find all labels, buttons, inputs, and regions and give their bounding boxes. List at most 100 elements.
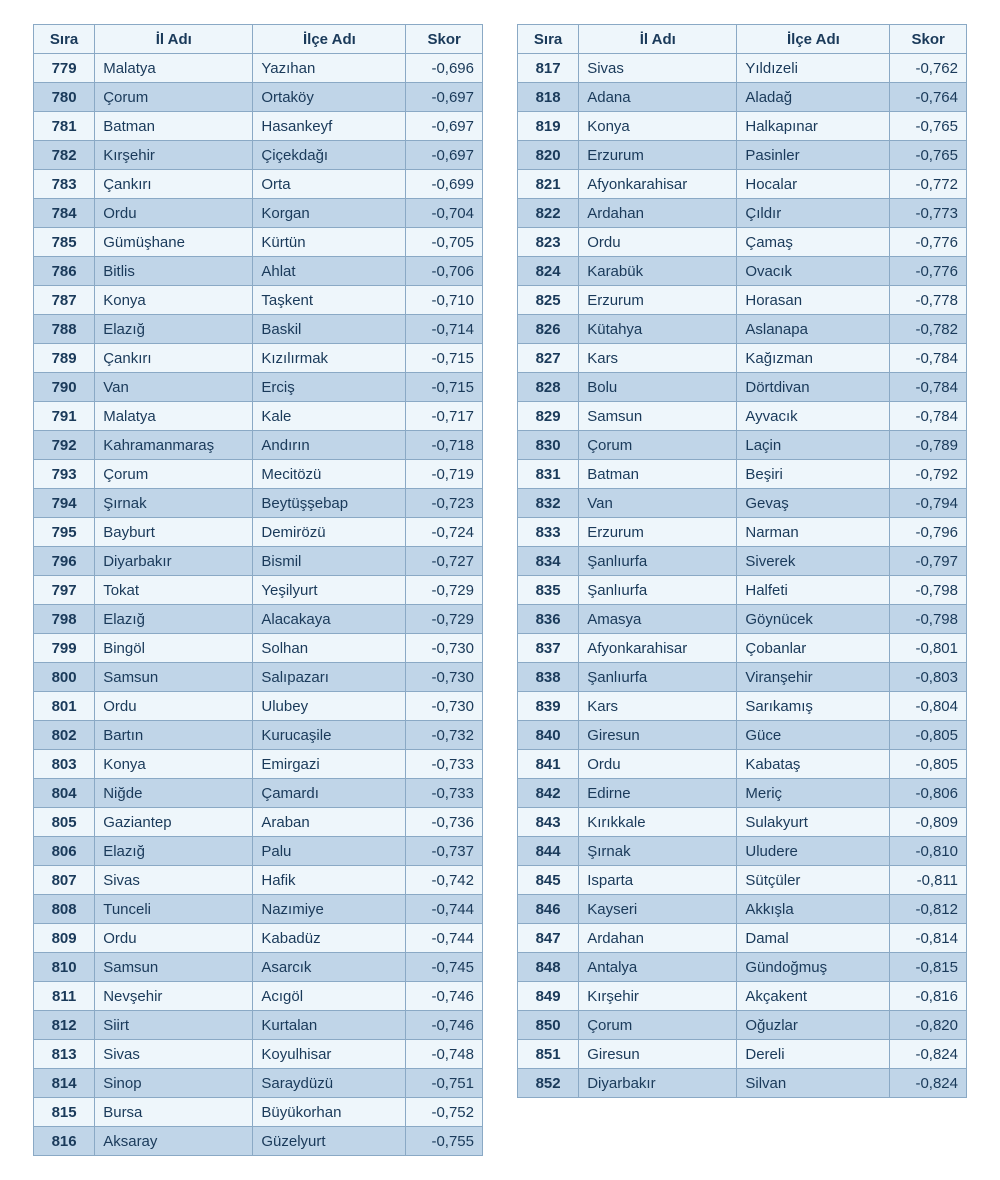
cell-sira: 784	[34, 199, 95, 228]
cell-skor: -0,746	[406, 1011, 483, 1040]
cell-skor: -0,816	[890, 982, 967, 1011]
cell-skor: -0,762	[890, 54, 967, 83]
right-table-head: Sıra İl Adı İlçe Adı Skor	[518, 25, 967, 54]
cell-sira: 795	[34, 518, 95, 547]
cell-skor: -0,765	[890, 141, 967, 170]
cell-skor: -0,804	[890, 692, 967, 721]
table-row: 796DiyarbakırBismil-0,727	[34, 547, 483, 576]
cell-il: Çorum	[95, 460, 253, 489]
cell-il: Samsun	[95, 953, 253, 982]
cell-il: Çankırı	[95, 170, 253, 199]
cell-skor: -0,746	[406, 982, 483, 1011]
cell-skor: -0,697	[406, 83, 483, 112]
cell-skor: -0,704	[406, 199, 483, 228]
cell-ilce: Çiçekdağı	[253, 141, 406, 170]
cell-il: Antalya	[579, 953, 737, 982]
cell-il: Konya	[95, 750, 253, 779]
cell-skor: -0,792	[890, 460, 967, 489]
cell-il: Sivas	[95, 866, 253, 895]
col-header-sira: Sıra	[518, 25, 579, 54]
cell-ilce: Çobanlar	[737, 634, 890, 663]
cell-skor: -0,782	[890, 315, 967, 344]
cell-skor: -0,784	[890, 373, 967, 402]
cell-ilce: Silvan	[737, 1069, 890, 1098]
table-row: 831BatmanBeşiri-0,792	[518, 460, 967, 489]
cell-il: Samsun	[579, 402, 737, 431]
cell-sira: 812	[34, 1011, 95, 1040]
cell-ilce: Oğuzlar	[737, 1011, 890, 1040]
cell-il: Gaziantep	[95, 808, 253, 837]
cell-sira: 827	[518, 344, 579, 373]
cell-il: Van	[579, 489, 737, 518]
cell-sira: 844	[518, 837, 579, 866]
cell-il: Kayseri	[579, 895, 737, 924]
cell-il: Şırnak	[579, 837, 737, 866]
cell-sira: 831	[518, 460, 579, 489]
cell-ilce: Çıldır	[737, 199, 890, 228]
cell-skor: -0,810	[890, 837, 967, 866]
cell-sira: 829	[518, 402, 579, 431]
cell-il: Gümüşhane	[95, 228, 253, 257]
cell-ilce: Kale	[253, 402, 406, 431]
cell-ilce: Demirözü	[253, 518, 406, 547]
cell-ilce: Orta	[253, 170, 406, 199]
cell-skor: -0,697	[406, 141, 483, 170]
cell-ilce: Damal	[737, 924, 890, 953]
table-row: 846KayseriAkkışla-0,812	[518, 895, 967, 924]
cell-skor: -0,755	[406, 1127, 483, 1156]
cell-skor: -0,784	[890, 344, 967, 373]
table-row: 811NevşehirAcıgöl-0,746	[34, 982, 483, 1011]
cell-ilce: Bismil	[253, 547, 406, 576]
cell-skor: -0,714	[406, 315, 483, 344]
cell-il: Şanlıurfa	[579, 663, 737, 692]
cell-skor: -0,748	[406, 1040, 483, 1069]
table-row: 840GiresunGüce-0,805	[518, 721, 967, 750]
table-row: 809OrduKabadüz-0,744	[34, 924, 483, 953]
cell-skor: -0,723	[406, 489, 483, 518]
cell-skor: -0,717	[406, 402, 483, 431]
cell-il: Karabük	[579, 257, 737, 286]
cell-ilce: Ortaköy	[253, 83, 406, 112]
table-row: 805GaziantepAraban-0,736	[34, 808, 483, 837]
cell-ilce: Sarıkamış	[737, 692, 890, 721]
cell-ilce: Ovacık	[737, 257, 890, 286]
cell-ilce: Akçakent	[737, 982, 890, 1011]
cell-ilce: Erciş	[253, 373, 406, 402]
cell-il: Bayburt	[95, 518, 253, 547]
cell-skor: -0,805	[890, 750, 967, 779]
right-table-body: 817SivasYıldızeli-0,762818AdanaAladağ-0,…	[518, 54, 967, 1098]
cell-il: Erzurum	[579, 518, 737, 547]
cell-il: Erzurum	[579, 141, 737, 170]
cell-sira: 851	[518, 1040, 579, 1069]
cell-il: Ardahan	[579, 199, 737, 228]
cell-il: Giresun	[579, 1040, 737, 1069]
cell-il: Çorum	[579, 1011, 737, 1040]
cell-il: Kars	[579, 692, 737, 721]
table-row: 783ÇankırıOrta-0,699	[34, 170, 483, 199]
cell-skor: -0,706	[406, 257, 483, 286]
table-row: 807SivasHafik-0,742	[34, 866, 483, 895]
table-row: 779MalatyaYazıhan-0,696	[34, 54, 483, 83]
cell-ilce: Sütçüler	[737, 866, 890, 895]
cell-il: Elazığ	[95, 315, 253, 344]
cell-skor: -0,806	[890, 779, 967, 808]
cell-sira: 836	[518, 605, 579, 634]
cell-ilce: Araban	[253, 808, 406, 837]
cell-sira: 807	[34, 866, 95, 895]
table-row: 850ÇorumOğuzlar-0,820	[518, 1011, 967, 1040]
cell-skor: -0,719	[406, 460, 483, 489]
cell-il: Nevşehir	[95, 982, 253, 1011]
cell-skor: -0,801	[890, 634, 967, 663]
table-row: 804NiğdeÇamardı-0,733	[34, 779, 483, 808]
cell-il: Aksaray	[95, 1127, 253, 1156]
table-row: 814SinopSaraydüzü-0,751	[34, 1069, 483, 1098]
table-row: 834ŞanlıurfaSiverek-0,797	[518, 547, 967, 576]
cell-il: Tokat	[95, 576, 253, 605]
cell-sira: 822	[518, 199, 579, 228]
cell-ilce: Pasinler	[737, 141, 890, 170]
cell-ilce: Horasan	[737, 286, 890, 315]
cell-sira: 799	[34, 634, 95, 663]
cell-ilce: Kağızman	[737, 344, 890, 373]
cell-il: Ordu	[95, 692, 253, 721]
cell-sira: 813	[34, 1040, 95, 1069]
